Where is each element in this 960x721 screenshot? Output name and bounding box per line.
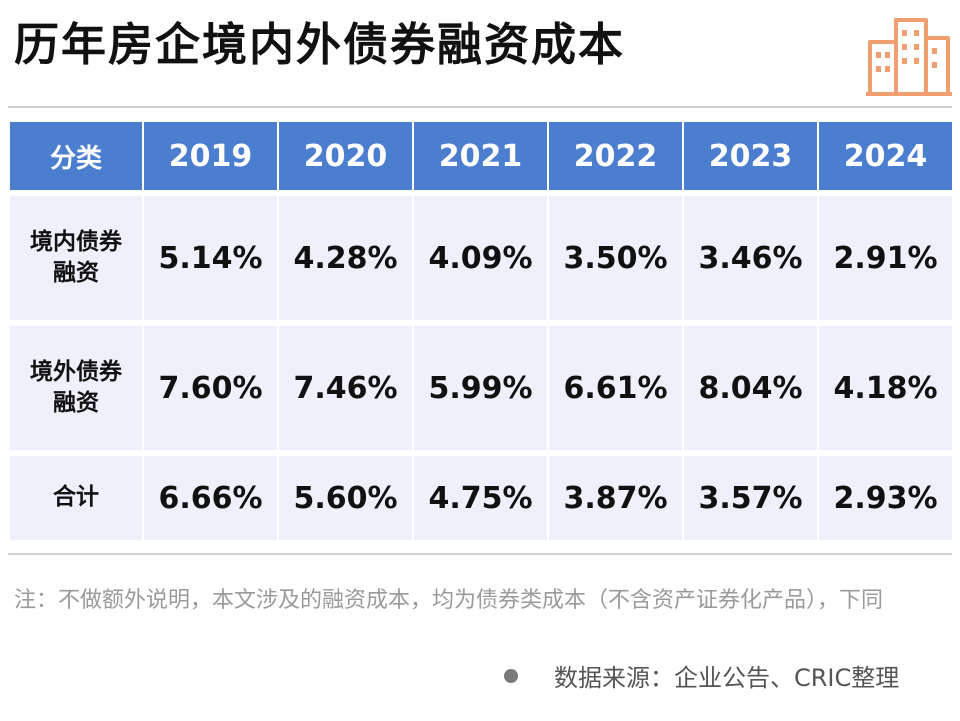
data-table: 分类 2019 2020 2021 2022 2023 2024 境内债券融资 … [8, 122, 954, 546]
row-label-total: 合计 [8, 450, 144, 546]
page-title: 历年房企境内外债券融资成本 [14, 18, 626, 71]
table-cell: 2.91% [817, 190, 954, 326]
table-cell: 5.60% [277, 450, 414, 546]
footnote: 注：不做额外说明，本文涉及的融资成本，均为债券类成本（不含资产证券化产品），下同 [14, 588, 884, 613]
table-cell: 3.50% [547, 190, 684, 326]
row-label-domestic: 境内债券融资 [8, 190, 144, 326]
source-line: 数据来源：企业公告、CRIC整理 [504, 658, 899, 693]
table-cell: 5.99% [412, 320, 549, 456]
building-icon [866, 18, 952, 96]
table-cell: 5.14% [142, 190, 279, 326]
table-row-domestic: 境内债券融资 5.14% 4.28% 4.09% 3.50% 3.46% 2.9… [8, 190, 954, 326]
table-cell: 4.09% [412, 190, 549, 326]
table-cell: 3.87% [547, 450, 684, 546]
table-cell: 7.60% [142, 320, 279, 456]
column-header-2020: 2020 [277, 122, 414, 193]
row-label-text: 境内债券融资 [30, 228, 122, 286]
title-divider [8, 106, 952, 108]
table-cell: 8.04% [682, 320, 819, 456]
column-header-2019: 2019 [142, 122, 279, 193]
table-row-overseas: 境外债券融资 7.60% 7.46% 5.99% 6.61% 8.04% 4.1… [8, 320, 954, 456]
table-cell: 6.66% [142, 450, 279, 546]
table-cell: 4.18% [817, 320, 954, 456]
table-cell: 2.93% [817, 450, 954, 546]
table-cell: 4.28% [277, 190, 414, 326]
column-header-2022: 2022 [547, 122, 684, 193]
table-cell: 7.46% [277, 320, 414, 456]
source-text: 数据来源：企业公告、CRIC整理 [554, 664, 900, 692]
table-row-total: 合计 6.66% 5.60% 4.75% 3.87% 3.57% 2.93% [8, 450, 954, 546]
table-cell: 4.75% [412, 450, 549, 546]
column-header-2023: 2023 [682, 122, 819, 193]
table-cell: 3.57% [682, 450, 819, 546]
row-label-overseas: 境外债券融资 [8, 320, 144, 456]
column-header-category: 分类 [8, 122, 144, 193]
column-header-2024: 2024 [817, 122, 954, 193]
table-bottom-divider [8, 553, 952, 555]
column-header-2021: 2021 [412, 122, 549, 193]
table-cell: 6.61% [547, 320, 684, 456]
row-label-text: 境外债券融资 [30, 358, 122, 416]
bullet-icon [504, 668, 518, 683]
header-row: 分类 2019 2020 2021 2022 2023 2024 [8, 122, 954, 193]
table-cell: 3.46% [682, 190, 819, 326]
